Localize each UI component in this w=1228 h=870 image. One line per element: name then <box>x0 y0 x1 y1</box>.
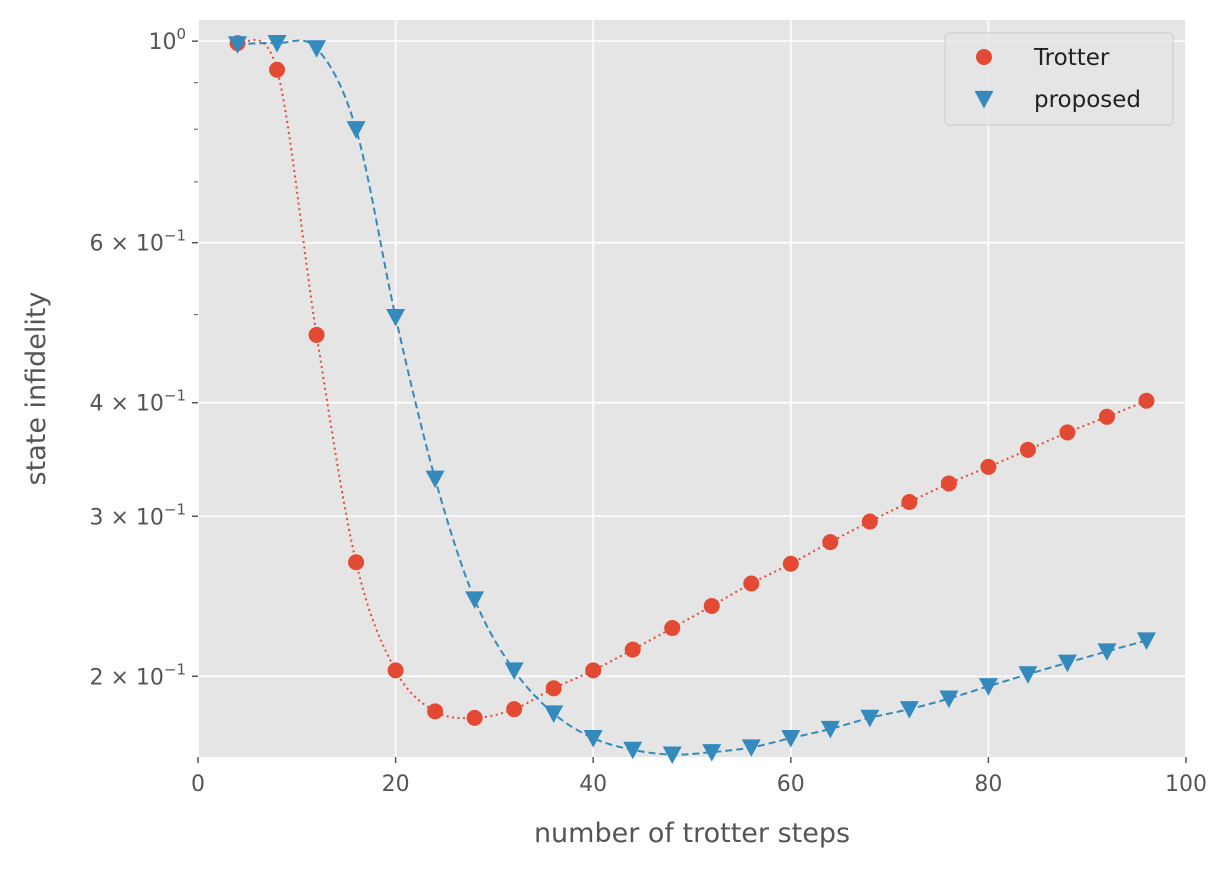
data-point-trotter <box>664 620 681 637</box>
y-tick-label: 4 × 10−1 <box>89 387 186 417</box>
data-point-proposed <box>465 591 485 609</box>
data-point-proposed <box>425 470 445 489</box>
data-point-proposed <box>307 40 327 58</box>
data-point-proposed <box>544 705 564 723</box>
data-point-proposed <box>702 744 722 762</box>
data-point-trotter <box>427 703 444 720</box>
x-tick-label: 60 <box>777 772 805 797</box>
data-point-trotter <box>624 641 641 658</box>
data-point-trotter <box>506 701 523 718</box>
series-line-trotter <box>236 38 1147 720</box>
data-point-trotter <box>782 555 799 572</box>
x-tick-label: 80 <box>974 772 1002 797</box>
data-point-proposed <box>1136 632 1156 650</box>
legend-marker-proposed <box>974 90 994 109</box>
data-point-trotter <box>387 662 404 679</box>
data-point-proposed <box>504 662 524 680</box>
data-point-trotter <box>1019 441 1036 458</box>
data-point-trotter <box>940 475 957 492</box>
x-tick-label: 100 <box>1165 772 1207 797</box>
data-point-proposed <box>939 690 959 709</box>
data-point-proposed <box>1018 666 1038 684</box>
data-point-proposed <box>1097 643 1117 661</box>
data-point-proposed <box>583 730 603 748</box>
data-point-trotter <box>1098 408 1115 425</box>
legend-label-proposed: proposed <box>1034 87 1141 113</box>
data-point-proposed <box>820 720 840 739</box>
data-point-proposed <box>899 701 919 719</box>
data-point-trotter <box>585 662 602 679</box>
data-point-trotter <box>308 326 325 343</box>
data-point-proposed <box>781 730 801 748</box>
data-point-proposed <box>978 678 998 696</box>
y-axis: 100 6 × 10−1 4 × 10−1 3 × 10−1 2 × 10−1 <box>89 25 198 690</box>
data-point-trotter <box>980 458 997 475</box>
x-tick-label: 20 <box>382 772 410 797</box>
x-tick-label: 0 <box>191 772 205 797</box>
y-tick-label: 100 <box>148 25 186 55</box>
x-tick-label: 40 <box>579 772 607 797</box>
legend-box <box>944 32 1174 126</box>
data-point-proposed <box>267 35 287 53</box>
y-axis-label: state infidelity <box>21 292 52 486</box>
data-point-proposed <box>1057 654 1077 673</box>
y-tick-label: 2 × 10−1 <box>89 660 186 690</box>
data-point-trotter <box>348 554 365 571</box>
legend: Trotter proposed <box>944 32 1174 126</box>
x-axis-label: number of trotter steps <box>534 818 850 849</box>
data-point-proposed <box>741 739 761 757</box>
data-point-trotter <box>743 575 760 592</box>
data-point-proposed <box>860 709 880 728</box>
data-point-trotter <box>703 597 720 614</box>
data-point-proposed <box>662 746 682 765</box>
data-point-proposed <box>386 308 406 327</box>
data-point-trotter <box>1059 424 1076 441</box>
grid-lines <box>197 20 1187 757</box>
y-tick-label: 6 × 10−1 <box>89 227 186 257</box>
data-point-proposed <box>228 36 248 54</box>
legend-label-trotter: Trotter <box>1033 45 1110 71</box>
y-tick-label: 3 × 10−1 <box>89 500 186 530</box>
plot-background <box>198 20 1186 757</box>
data-point-trotter <box>545 680 562 697</box>
data-point-trotter <box>861 513 878 530</box>
data-point-proposed <box>623 741 643 760</box>
series-layer <box>228 35 1156 765</box>
data-point-trotter <box>822 534 839 551</box>
data-point-proposed <box>346 121 366 139</box>
data-point-trotter <box>1138 392 1155 409</box>
data-point-trotter <box>466 709 483 726</box>
legend-marker-trotter <box>976 49 992 65</box>
x-axis: 0 20 40 60 80 100 <box>191 757 1207 797</box>
data-point-trotter <box>901 494 918 511</box>
data-point-trotter <box>269 61 286 78</box>
